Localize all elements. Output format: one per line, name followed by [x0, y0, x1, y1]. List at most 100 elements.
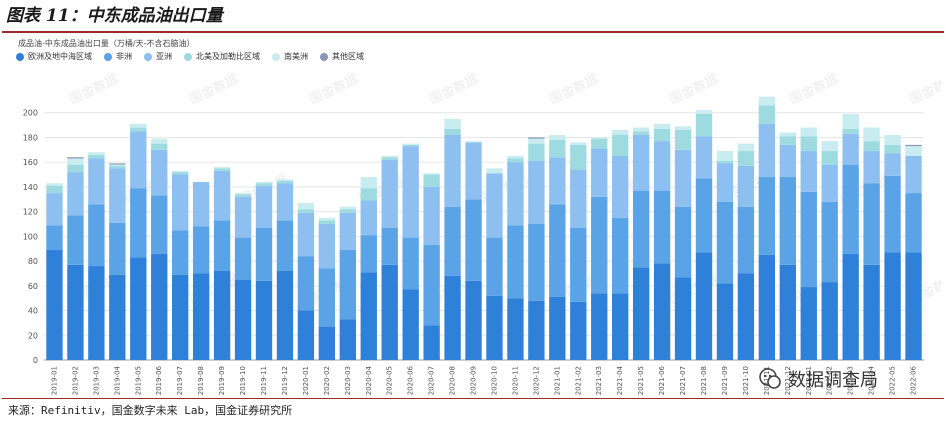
bar-segment — [318, 326, 336, 360]
x-tick-label: 2022-05 — [889, 366, 897, 395]
bar-segment — [842, 164, 859, 254]
bar-segment — [444, 134, 461, 207]
figure-title: 图表 11：中东成品油出口量 — [6, 6, 223, 26]
bar-segment — [779, 264, 796, 360]
x-tick-label: 2019-08 — [197, 366, 205, 395]
bar-segment — [842, 128, 859, 134]
bar-segment — [109, 163, 126, 165]
bar-segment — [674, 126, 692, 131]
bar-segment — [716, 283, 734, 360]
bar-segment — [884, 175, 901, 253]
chart-legend: 欧洲及地中海区域 非洲 亚洲 北美及加勒比区域 南美洲 其他区域 — [16, 51, 364, 62]
bar-segment — [46, 249, 63, 360]
bar-segment — [779, 144, 796, 178]
x-tick-label: 2021-05 — [637, 366, 645, 395]
x-tick-label: 2019-04 — [113, 365, 121, 395]
y-tick-label: 200 — [23, 109, 38, 118]
legend-item: 南美洲 — [272, 51, 308, 62]
bar-segment — [716, 160, 734, 164]
y-tick-label: 140 — [23, 183, 38, 192]
watermark-text: 国金数据 — [307, 71, 361, 107]
bar-segment — [905, 156, 922, 194]
bar-segment — [276, 183, 294, 221]
bar-segment — [716, 151, 734, 161]
y-tick-label: 40 — [28, 307, 38, 316]
bar-segment — [570, 169, 587, 228]
y-tick-label: 20 — [28, 331, 38, 340]
bar-segment — [444, 206, 461, 276]
x-tick-label: 2021-10 — [742, 366, 750, 395]
x-tick-label: 2019-10 — [239, 366, 247, 395]
bar-segment — [46, 183, 63, 186]
y-tick-label: 60 — [28, 282, 38, 291]
bar-segment — [737, 273, 755, 360]
bar-segment — [528, 224, 545, 301]
bar-segment — [339, 212, 356, 250]
x-tick-label: 2019-05 — [134, 366, 142, 395]
watermark-text: 国金数据 — [67, 71, 121, 107]
bar-segment — [549, 157, 566, 205]
legend-swatch — [184, 52, 192, 61]
legend-swatch — [16, 52, 24, 61]
bar-segment — [423, 186, 440, 246]
bar-segment — [360, 188, 377, 201]
bar-segment — [549, 134, 566, 140]
bar-segment — [381, 264, 398, 360]
legend-swatch — [144, 52, 152, 61]
bar-segment — [276, 270, 294, 360]
bar-segment — [67, 157, 84, 159]
watermark-logo: 数据调查局 — [758, 366, 878, 392]
bar-segment — [151, 143, 168, 150]
bar-segment — [130, 188, 147, 258]
bar-segment — [297, 202, 315, 210]
x-tick-label: 2019-02 — [71, 366, 79, 395]
watermark-text: 国金数据 — [547, 71, 601, 107]
bar-segment — [213, 167, 231, 169]
bar-segment — [905, 252, 922, 360]
bar-segment — [549, 139, 566, 158]
legend-item: 欧洲及地中海区域 — [16, 51, 92, 62]
bar-segment — [591, 196, 608, 294]
y-tick-label: 180 — [23, 133, 38, 142]
bar-segment — [821, 141, 838, 152]
bar-segment — [528, 160, 545, 224]
bar-segment — [528, 137, 545, 139]
bar-segment — [318, 217, 336, 221]
bar-segment — [255, 227, 273, 281]
bar-segment — [46, 225, 63, 250]
bar-segment — [695, 178, 713, 253]
bar-segment — [758, 96, 776, 106]
bar-segment — [381, 157, 398, 160]
x-tick-label: 2021-12 — [784, 366, 792, 395]
watermark-brand: 数据调查局 — [788, 370, 878, 391]
bar-segment — [444, 118, 461, 129]
bar-segment — [172, 172, 189, 175]
bar-segment — [653, 263, 671, 360]
bar-segment — [842, 113, 859, 129]
x-tick-label: 2020-09 — [470, 366, 478, 395]
bar-segment — [255, 185, 273, 228]
bar-segment — [779, 177, 796, 265]
x-tick-label: 2021-06 — [658, 365, 666, 395]
bar-segment — [905, 144, 922, 147]
bar-segment — [360, 200, 377, 236]
legend-label: 非洲 — [116, 52, 132, 61]
bar-segment — [570, 227, 587, 302]
bar-segment — [213, 270, 231, 360]
x-tick-label: 2020-02 — [323, 366, 331, 395]
x-tick-label: 2019-06 — [155, 365, 163, 395]
x-tick-label: 2022-02 — [826, 366, 834, 395]
bar-segment — [88, 204, 105, 267]
bar-segment — [695, 136, 713, 179]
bar-segment — [130, 127, 147, 132]
y-tick-label: 160 — [23, 158, 38, 167]
bar-segment — [570, 301, 587, 360]
bar-segment — [444, 275, 461, 360]
x-tick-label: 2020-01 — [302, 366, 310, 395]
bar-segment — [528, 300, 545, 360]
bar-segment — [402, 143, 419, 145]
bar-segment — [465, 141, 482, 143]
x-tick-label: 2020-06 — [407, 365, 415, 395]
bar-segment — [234, 237, 252, 280]
bar-segment — [381, 156, 398, 158]
